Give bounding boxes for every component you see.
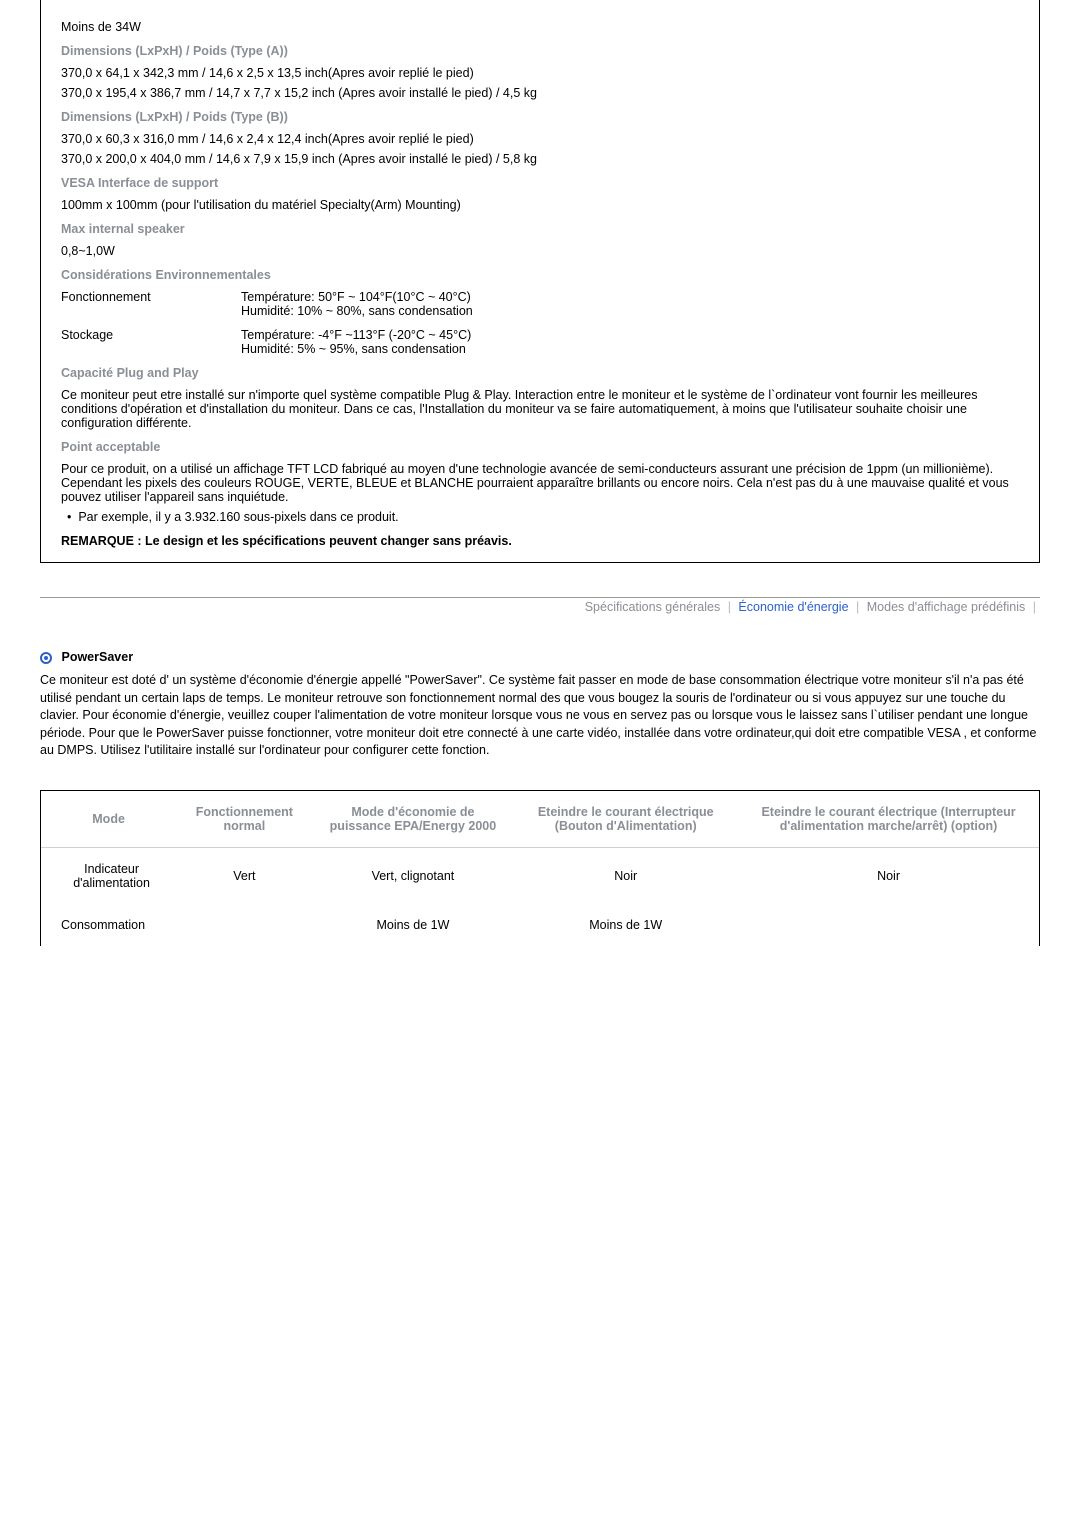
r2c2 bbox=[176, 904, 312, 946]
nav-line: Spécifications générales | Économie d'én… bbox=[40, 600, 1040, 614]
r1c3: Vert, clignotant bbox=[313, 847, 514, 904]
dimB-head: Dimensions (LxPxH) / Poids (Type (B)) bbox=[61, 110, 1019, 124]
dimB-l1: 370,0 x 60,3 x 316,0 mm / 14,6 x 2,4 x 1… bbox=[61, 132, 1019, 146]
env-head: Considérations Environnementales bbox=[61, 268, 1019, 282]
env-stock-lab: Stockage bbox=[61, 328, 241, 356]
pnp-text: Ce moniteur peut etre installé sur n'imp… bbox=[61, 388, 1019, 430]
th-off1: Eteindre le courant électrique (Bouton d… bbox=[513, 791, 738, 848]
nav-spec[interactable]: Spécifications générales bbox=[585, 600, 721, 614]
pnp-head: Capacité Plug and Play bbox=[61, 366, 1019, 380]
env-fonc-l1: Température: 50°F ~ 104°F(10°C ~ 40°C) bbox=[241, 290, 473, 304]
remark: REMARQUE : Le design et les spécificatio… bbox=[61, 534, 1019, 548]
nav-sep1: | bbox=[728, 600, 731, 614]
th-eco: Mode d'économie de puissance EPA/Energy … bbox=[313, 791, 514, 848]
env-stock: Stockage Température: -4°F ~113°F (-20°C… bbox=[61, 328, 1019, 356]
nav-eco[interactable]: Économie d'énergie bbox=[738, 600, 848, 614]
r2c5 bbox=[738, 904, 1039, 946]
dimA-l1: 370,0 x 64,1 x 342,3 mm / 14,6 x 2,5 x 1… bbox=[61, 66, 1019, 80]
dimA-head: Dimensions (LxPxH) / Poids (Type (A)) bbox=[61, 44, 1019, 58]
r1c1: Indicateur d'alimentation bbox=[41, 847, 176, 904]
r1c4: Noir bbox=[513, 847, 738, 904]
env-fonc-l2: Humidité: 10% ~ 80%, sans condensation bbox=[241, 304, 473, 318]
table-row: Consommation Moins de 1W Moins de 1W bbox=[41, 904, 1039, 946]
maxsp-v: 0,8~1,0W bbox=[61, 244, 1019, 258]
dimB-l2: 370,0 x 200,0 x 404,0 mm / 14,6 x 7,9 x … bbox=[61, 152, 1019, 166]
nav-sep3: | bbox=[1033, 600, 1036, 614]
th-mode: Mode bbox=[41, 791, 176, 848]
nav-modes[interactable]: Modes d'affichage prédéfinis bbox=[867, 600, 1026, 614]
r2c1: Consommation bbox=[41, 904, 176, 946]
maxsp-head: Max internal speaker bbox=[61, 222, 1019, 236]
powersaver-box: Mode Fonctionnement normal Mode d'économ… bbox=[40, 790, 1040, 946]
vesa-v: 100mm x 100mm (pour l'utilisation du mat… bbox=[61, 198, 1019, 212]
table-row: Indicateur d'alimentation Vert Vert, cli… bbox=[41, 847, 1039, 904]
env-fonc-lab: Fonctionnement bbox=[61, 290, 241, 318]
powersaver-table: Mode Fonctionnement normal Mode d'économ… bbox=[41, 791, 1039, 946]
r2c4: Moins de 1W bbox=[513, 904, 738, 946]
r2c3: Moins de 1W bbox=[313, 904, 514, 946]
dimA-l2: 370,0 x 195,4 x 386,7 mm / 14,7 x 7,7 x … bbox=[61, 86, 1019, 100]
pa-head: Point acceptable bbox=[61, 440, 1019, 454]
pa-bullet: • Par exemple, il y a 3.932.160 sous-pix… bbox=[67, 510, 1019, 524]
env-stock-l1: Température: -4°F ~113°F (-20°C ~ 45°C) bbox=[241, 328, 471, 342]
powersaver-text: Ce moniteur est doté d' un système d'éco… bbox=[40, 672, 1040, 760]
nav-sep2: | bbox=[856, 600, 859, 614]
r1c5: Noir bbox=[738, 847, 1039, 904]
env-stock-l2: Humidité: 5% ~ 95%, sans condensation bbox=[241, 342, 471, 356]
nav-divider bbox=[40, 597, 1040, 598]
pa-text: Pour ce produit, on a utilisé un afficha… bbox=[61, 462, 1019, 504]
vesa-head: VESA Interface de support bbox=[61, 176, 1019, 190]
spec-box: Moins de 34W Dimensions (LxPxH) / Poids … bbox=[40, 0, 1040, 563]
env-fonc: Fonctionnement Température: 50°F ~ 104°F… bbox=[61, 290, 1019, 318]
th-off2: Eteindre le courant électrique (Interrup… bbox=[738, 791, 1039, 848]
th-fn: Fonctionnement normal bbox=[176, 791, 312, 848]
pa-bullet-text: Par exemple, il y a 3.932.160 sous-pixel… bbox=[78, 510, 398, 524]
powersaver-title: PowerSaver bbox=[61, 650, 133, 664]
power-34w: Moins de 34W bbox=[61, 20, 1019, 34]
table-header-row: Mode Fonctionnement normal Mode d'économ… bbox=[41, 791, 1039, 848]
bullet-icon bbox=[40, 652, 52, 664]
r1c2: Vert bbox=[176, 847, 312, 904]
powersaver-title-row: PowerSaver bbox=[40, 650, 1040, 664]
